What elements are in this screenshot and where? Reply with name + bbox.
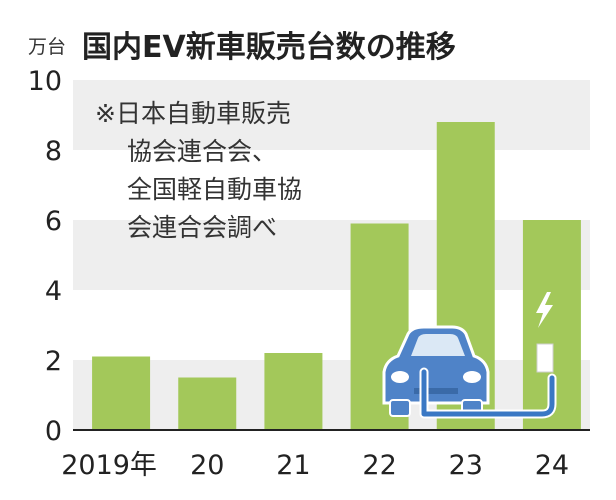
y-tick-label: 0 — [45, 416, 62, 447]
bar — [264, 353, 323, 430]
grid-bands — [73, 80, 590, 430]
bar — [92, 356, 151, 430]
chart-title: 国内EV新車販売台数の推移 — [82, 30, 456, 65]
grid-band — [73, 360, 590, 430]
y-tick-label: 4 — [45, 276, 62, 307]
x-tick-label: 20 — [190, 450, 224, 481]
source-note-line: 協会連合会、 — [127, 137, 277, 166]
y-tick-label: 2 — [45, 346, 62, 377]
source-note-line: 全国軽自動車協 — [127, 175, 302, 204]
source-note: ※日本自動車販売 協会連合会、 全国軽自動車協 会連合会調べ — [95, 99, 302, 242]
grid-band — [73, 80, 590, 150]
y-tick-label: 6 — [45, 206, 62, 237]
x-tick-label: 2019年 — [61, 450, 157, 481]
charger-icon — [419, 343, 557, 419]
bar — [178, 377, 237, 430]
grid-band — [73, 220, 590, 290]
x-tick-label: 21 — [276, 450, 310, 481]
lightning-icon — [536, 292, 553, 328]
y-tick-labels: 0 2 4 6 8 10 — [28, 66, 62, 447]
x-tick-labels: 2019年 20 21 22 23 24 — [61, 450, 569, 481]
source-note-line: 会連合会調べ — [127, 213, 277, 242]
source-note-line: ※日本自動車販売 — [95, 99, 291, 128]
x-tick-label: 22 — [362, 450, 396, 481]
y-tick-label: 8 — [45, 136, 62, 167]
x-tick-label: 23 — [449, 450, 483, 481]
unit-label: 万台 — [28, 36, 66, 58]
y-tick-label: 10 — [28, 66, 62, 97]
x-tick-label: 24 — [535, 450, 569, 481]
